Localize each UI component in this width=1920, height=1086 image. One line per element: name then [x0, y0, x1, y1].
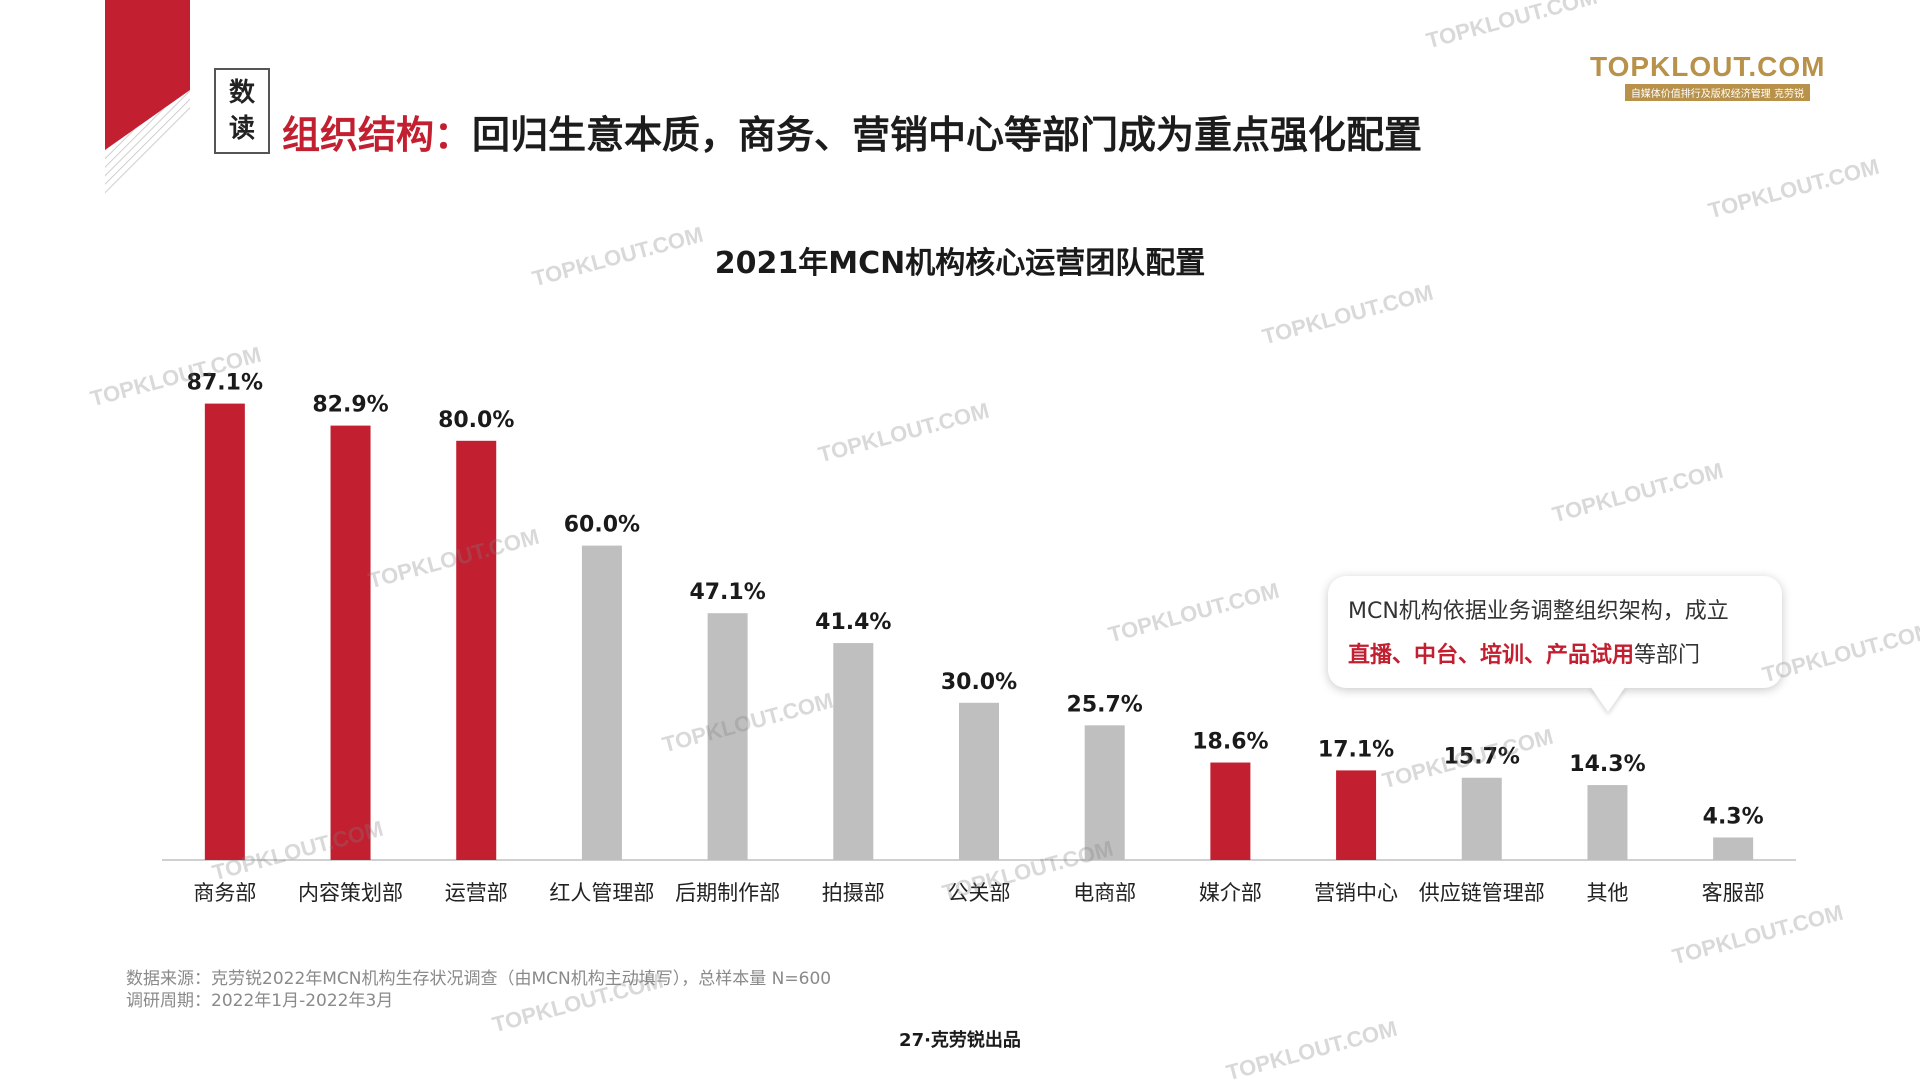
data-source: 数据来源：克劳锐2022年MCN机构生存状况调查（由MCN机构主动填写），总样本… [126, 968, 831, 1012]
bar-value-label: 17.1% [1318, 737, 1394, 762]
bar [1461, 777, 1502, 860]
bar [1713, 837, 1754, 860]
x-tick-label: 电商部 [1073, 881, 1136, 905]
bar [707, 613, 748, 860]
x-tick-label: 内容策划部 [298, 881, 403, 905]
bar [581, 545, 622, 860]
bar [1084, 725, 1125, 860]
x-tick-label: 营销中心 [1314, 881, 1398, 905]
corner-decoration [105, 0, 190, 200]
badge-char-2: 读 [228, 114, 255, 144]
callout-tail [1590, 686, 1626, 712]
bar-value-label: 15.7% [1444, 745, 1520, 770]
callout-suffix: 等部门 [1634, 643, 1701, 668]
bar-value-label: 80.0% [438, 408, 514, 433]
chart-title: 2021年MCN机构核心运营团队配置 [714, 246, 1206, 281]
bar-value-label: 60.0% [564, 513, 640, 538]
x-tick-label: 后期制作部 [675, 881, 780, 905]
bar-value-label: 30.0% [941, 670, 1017, 695]
bar [959, 702, 999, 860]
x-tick-label: 红人管理部 [549, 881, 654, 905]
x-tick-label: 媒介部 [1199, 881, 1262, 905]
x-tick-label: 商务部 [193, 881, 256, 905]
source-line-2: 调研周期：2022年1月-2022年3月 [126, 991, 394, 1011]
x-tick-label: 客服部 [1702, 881, 1765, 905]
headline-text: 回归生意本质，商务、营销中心等部门成为重点强化配置 [472, 113, 1423, 157]
bar-value-label: 25.7% [1067, 692, 1143, 717]
bar-value-label: 82.9% [312, 393, 388, 418]
bar-value-label: 14.3% [1569, 752, 1645, 777]
logo-wordmark: TOPKLOUT.COM [1590, 51, 1826, 82]
bar-value-label: 4.3% [1703, 804, 1764, 829]
x-tick-label: 运营部 [445, 881, 508, 905]
callout-highlight: 直播、中台、培训、产品试用 [1348, 643, 1635, 668]
x-tick-label: 拍摄部 [822, 881, 885, 905]
brand-logo: TOPKLOUT.COM 自媒体价值排行及版权经济管理 克劳锐 [1590, 51, 1826, 101]
page-headline: 组织结构：回归生意本质，商务、营销中心等部门成为重点强化配置 [282, 104, 1422, 159]
logo-tagline: 自媒体价值排行及版权经济管理 克劳锐 [1624, 84, 1810, 101]
bar-value-label: 41.4% [815, 610, 891, 635]
bar [1587, 785, 1628, 860]
callout-line-1: MCN机构依据业务调整组织架构，成立 [1348, 599, 1729, 624]
callout-box: MCN机构依据业务调整组织架构，成立 直播、中台、培训、产品试用等部门 [1328, 576, 1782, 688]
bar [1210, 762, 1251, 860]
source-line-1: 数据来源：克劳锐2022年MCN机构生存状况调查（由MCN机构主动填写），总样本… [126, 969, 832, 989]
bar [456, 440, 497, 860]
x-tick-label: 公关部 [948, 881, 1011, 905]
bar-value-label: 18.6% [1192, 730, 1268, 755]
bar [1336, 770, 1377, 860]
headline-accent: 组织结构： [282, 113, 473, 157]
badge-char-1: 数 [228, 78, 255, 108]
x-tick-label: 其他 [1586, 881, 1628, 905]
callout-line-2: 直播、中台、培训、产品试用等部门 [1348, 634, 1762, 678]
x-tick-label: 供应链管理部 [1419, 881, 1545, 905]
section-badge: 数 读 [214, 68, 270, 154]
bar [330, 425, 371, 860]
bar [204, 403, 245, 860]
bar-value-label: 47.1% [689, 580, 765, 605]
page-number: 27·克劳锐出品 [899, 1030, 1021, 1051]
bar [833, 643, 874, 860]
bar-value-label: 87.1% [187, 371, 263, 396]
